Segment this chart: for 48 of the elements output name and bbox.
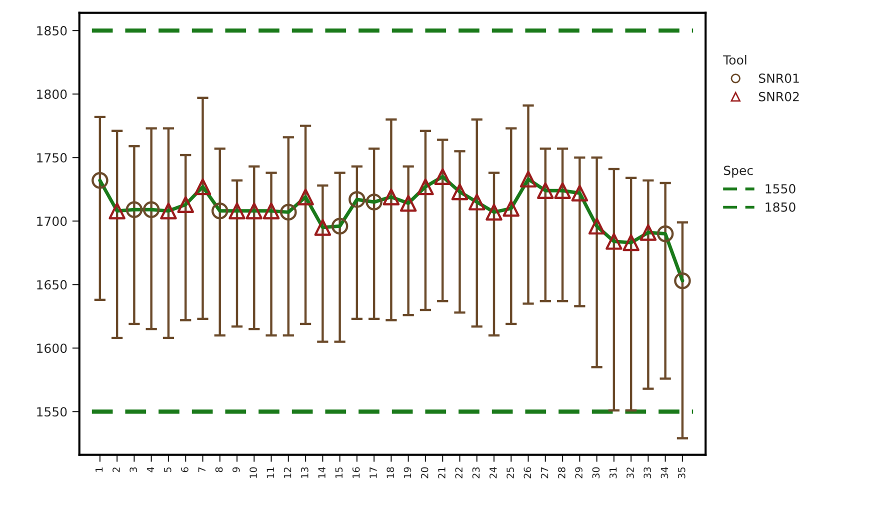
x-tick-label: 12	[284, 468, 292, 478]
x-tick-label: 20	[420, 467, 428, 478]
x-tick-label: 33	[644, 467, 652, 478]
y-tick-label: 1550	[37, 407, 67, 417]
x-tick-label: 24	[489, 467, 497, 478]
x-tick-label: 31	[609, 467, 617, 478]
legend-title: Tool	[723, 54, 746, 65]
x-tick-label: 29	[575, 467, 582, 478]
y-tick-label: 1800	[37, 90, 67, 99]
x-tick-label: 9	[232, 467, 240, 472]
x-tick-label: 23	[472, 467, 480, 478]
x-tick-label: 35	[678, 467, 686, 478]
x-tick-label: 28	[558, 467, 566, 478]
x-tick-label: 10	[250, 467, 257, 478]
legend-label: 1850	[766, 202, 796, 212]
x-tick-label: 11	[266, 467, 274, 478]
x-tick-label: 15	[335, 467, 343, 478]
legend-label: SNR02	[758, 92, 799, 102]
x-tick-label: 25	[506, 467, 514, 478]
x-tick-label: 14	[318, 467, 326, 478]
y-tick-label: 1650	[37, 280, 67, 290]
x-tick-label: 16	[352, 467, 360, 478]
x-tick-label: 6	[181, 467, 188, 472]
x-tick-label: 13	[301, 467, 308, 478]
y-tick-label: 1600	[37, 344, 67, 354]
x-tick-label: 8	[215, 467, 223, 472]
x-tick-label: 7	[198, 467, 206, 472]
x-tick-label: 19	[404, 467, 412, 478]
x-tick-label: 17	[370, 467, 377, 478]
x-tick-label: 26	[524, 467, 532, 478]
x-tick-label: 30	[592, 467, 600, 478]
x-tick-label: 3	[130, 467, 138, 472]
y-tick-label: 1750	[37, 153, 67, 162]
x-tick-label: 21	[438, 467, 446, 478]
text: Spec	[724, 166, 753, 178]
x-tick-label: 1	[96, 467, 103, 472]
x-tick-label: 2	[112, 468, 120, 472]
x-tick-label: 27	[540, 467, 548, 478]
y-tick-label: 1700	[37, 216, 67, 226]
x-tick-label: 4	[146, 467, 154, 472]
x-tick-label: 32	[626, 468, 634, 478]
x-tick-label: 5	[164, 467, 172, 472]
x-tick-label: 22	[455, 468, 462, 478]
y-tick-label: 1850	[37, 26, 67, 36]
legend-label: SNR01	[758, 74, 799, 83]
legend-label: 1550	[766, 184, 796, 194]
x-tick-label: 18	[386, 467, 394, 478]
x-tick-label: 34	[660, 467, 668, 478]
